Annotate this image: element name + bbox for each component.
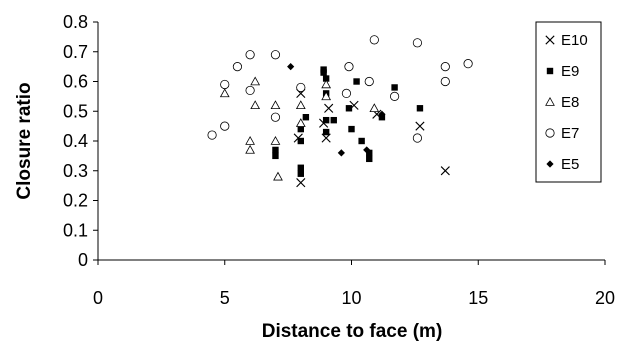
legend-marker-e10	[545, 35, 555, 45]
data-point-e8	[369, 103, 380, 113]
data-point-e7	[207, 130, 217, 140]
data-point-e9	[358, 137, 365, 145]
x-tick-label: 20	[595, 288, 615, 308]
data-point-e9	[345, 105, 353, 112]
data-point-e8	[270, 135, 281, 145]
y-axis-title: Closure ratio	[14, 82, 35, 199]
legend-label-e5: E5	[561, 156, 579, 173]
data-point-e9	[302, 114, 310, 121]
legend-marker-e9	[546, 67, 554, 75]
series-e7	[207, 35, 473, 143]
data-point-e9	[322, 75, 330, 82]
data-point-e9	[330, 116, 337, 124]
data-point-e7	[341, 88, 352, 99]
y-tick-label: 0.2	[63, 191, 88, 211]
data-point-e8	[250, 76, 261, 86]
data-point-e9	[391, 84, 398, 91]
y-tick-label: 0.7	[63, 42, 88, 62]
data-point-e9	[297, 137, 304, 145]
series-e10	[293, 88, 450, 188]
data-point-e8	[321, 79, 332, 89]
data-point-e7	[412, 133, 423, 143]
data-point-e7	[270, 50, 281, 60]
legend-label-e10: E10	[561, 32, 588, 49]
data-point-e7	[232, 62, 243, 72]
legend: E10 E9 E8 E7 E5	[535, 21, 602, 183]
data-point-e9	[297, 164, 304, 171]
data-point-e10	[440, 166, 450, 176]
series-e9	[272, 66, 543, 177]
data-point-e7	[364, 76, 374, 87]
data-point-e9	[297, 170, 304, 177]
data-point-e10	[415, 121, 425, 131]
data-point-e8	[219, 88, 230, 98]
x-axis-title: Distance to face (m)	[262, 321, 443, 342]
y-tick-label: 0.5	[63, 101, 88, 121]
series-e8	[219, 76, 380, 181]
data-point-e7	[369, 35, 379, 45]
data-point-e7	[389, 91, 400, 101]
y-tick-label: 0.3	[63, 161, 88, 181]
legend-label-e9: E9	[561, 63, 579, 80]
data-point-e7	[344, 62, 354, 72]
data-point-e7	[296, 82, 306, 93]
data-point-e5	[378, 110, 386, 118]
data-point-e7	[245, 85, 255, 96]
x-tick-label: 10	[341, 288, 361, 308]
data-point-e9	[272, 152, 279, 160]
x-tick-label: 15	[468, 288, 488, 308]
y-tick-label: 0	[78, 250, 88, 270]
data-point-e9	[366, 149, 373, 157]
axis-ticks: 0 0.1 0.2 0.3 0.4 0.5 0.6 0.7 0.8 0 5 10 15 20	[63, 12, 615, 308]
data-point-e7	[440, 62, 450, 72]
data-point-e7	[245, 50, 255, 60]
data-point-e10	[296, 178, 306, 188]
y-tick-label: 0.4	[63, 131, 88, 151]
y-tick-label: 0.8	[63, 12, 88, 32]
data-point-e8	[250, 100, 261, 110]
legend-marker-e8	[545, 96, 555, 106]
legend-items: E10 E9 E8 E7 E5	[545, 32, 588, 173]
data-point-e5	[363, 146, 371, 154]
data-point-e8	[245, 144, 255, 154]
series-e5	[287, 63, 386, 157]
plot-area: 0 0.1 0.2 0.3 0.4 0.5 0.6 0.7 0.8 0 5 10 15 20	[63, 12, 615, 308]
data-point-e9	[272, 146, 279, 154]
data-point-e7	[412, 38, 423, 48]
data-point-e8	[321, 91, 332, 101]
data-point-e7	[463, 59, 473, 69]
data-point-e9	[366, 155, 373, 163]
data-point-e8	[245, 135, 255, 145]
data-point-e9	[353, 78, 360, 85]
legend-label-e7: E7	[561, 125, 579, 142]
data-point-e9	[416, 105, 424, 112]
data-point-e7	[220, 121, 230, 131]
data-point-e9	[322, 116, 330, 124]
y-tick-label: 0.6	[63, 72, 88, 92]
data-point-e8	[270, 100, 281, 110]
y-tick-label: 0.1	[63, 220, 88, 240]
legend-marker-e5	[546, 160, 554, 168]
data-point-e9	[348, 125, 355, 133]
data-point-e9	[297, 125, 304, 133]
x-tick-label: 0	[93, 288, 103, 308]
data-point-e8	[273, 171, 283, 181]
data-points	[207, 35, 543, 188]
legend-box	[535, 21, 602, 183]
data-point-e8	[295, 100, 306, 110]
data-point-e7	[220, 79, 230, 90]
data-point-e9	[320, 69, 327, 76]
data-point-e9	[322, 128, 330, 136]
data-point-e8	[295, 118, 306, 127]
legend-label-e8: E8	[561, 94, 579, 111]
data-point-e5	[337, 149, 345, 157]
legend-marker-e7	[545, 128, 555, 138]
x-tick-label: 5	[220, 288, 230, 308]
data-point-e5	[287, 63, 295, 71]
data-point-e10	[324, 103, 334, 113]
data-point-e7	[270, 112, 281, 122]
data-point-e7	[440, 76, 450, 87]
